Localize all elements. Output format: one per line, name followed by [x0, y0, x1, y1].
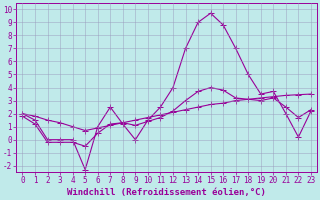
X-axis label: Windchill (Refroidissement éolien,°C): Windchill (Refroidissement éolien,°C)	[67, 188, 266, 197]
